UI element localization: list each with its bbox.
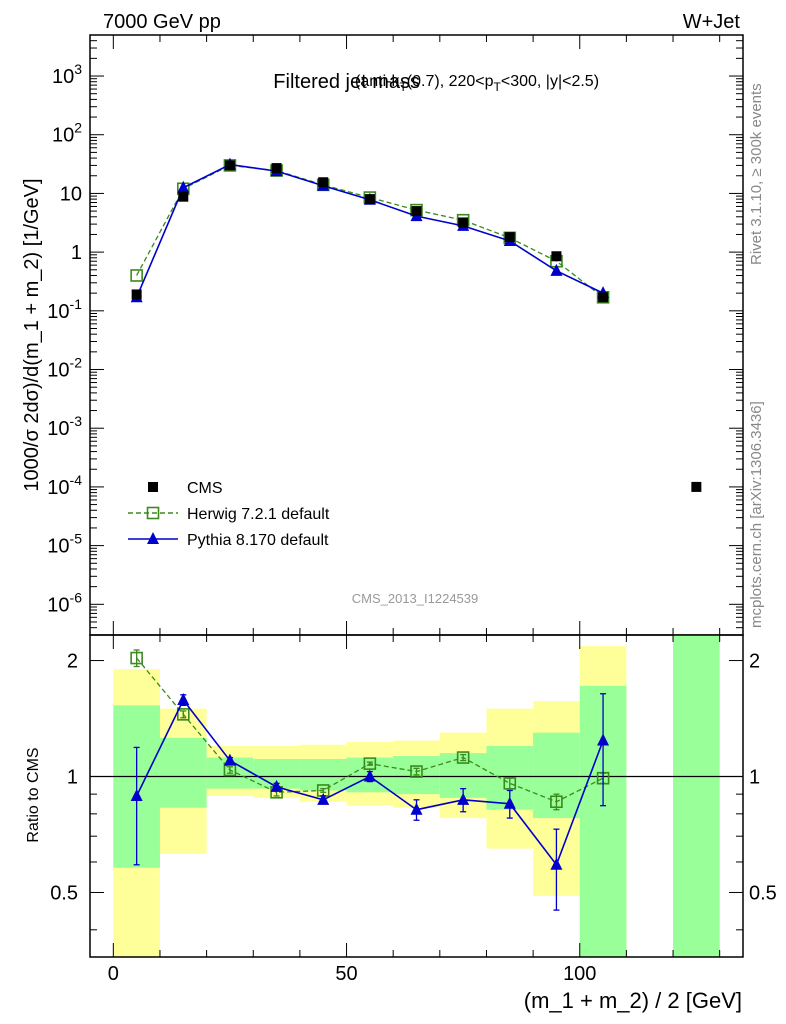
pythia-point (177, 180, 190, 193)
main-title-subtitle: (anti-kT(0.7), 220<pT<300, |y|<2.5) (355, 73, 599, 94)
herwig-point (130, 651, 143, 665)
subscript: T (399, 80, 407, 94)
ratio-y-tick-label-right: 0.5 (749, 882, 777, 904)
legend: CMS Herwig 7.2.1 default Pythia 8.170 defa… (128, 480, 330, 549)
pythia-point (147, 532, 159, 544)
pythia-point (177, 692, 190, 705)
ratio-y-tick-label-right: 2 (749, 651, 760, 673)
herwig-point (130, 269, 143, 282)
cms-data-point (318, 177, 329, 188)
y-tick-label: 10-2 (47, 355, 82, 382)
herwig-point (146, 506, 160, 520)
cms-data-point (458, 217, 469, 228)
mcplots-label: mcplots.cern.ch [arXiv:1306.3436] (748, 401, 765, 628)
herwig-line (136, 164, 604, 298)
x-tick-label: 50 (335, 963, 357, 985)
y-tick-label: 102 (52, 120, 82, 147)
cms-data-point (411, 206, 422, 217)
cms-data-point (148, 482, 158, 492)
y-tick-label: 10-4 (47, 472, 82, 499)
pythia-point (270, 779, 283, 792)
analysis-watermark: CMS_2013_I1224539 (352, 591, 479, 606)
cms-data-point (551, 251, 562, 262)
y-tick-label: 10-1 (47, 296, 82, 323)
y-tick-label: 10 (60, 183, 82, 205)
pythia-point (550, 857, 563, 870)
pythia-point (223, 753, 236, 766)
herwig-point (550, 795, 563, 809)
main-y-axis-label: 1000/σ 2dσ)/d(m_1 + m_2) [1/GeV] (21, 178, 43, 491)
y-tick-label: 103 (52, 61, 82, 88)
pythia-line (135, 163, 604, 298)
pythia-point (130, 789, 143, 802)
ratio-y-axis-label: Ratio to CMS (25, 747, 42, 842)
x-axis-label: (m_1 + m_2) / 2 [GeV] (524, 988, 742, 1013)
pythia-point (410, 802, 423, 815)
cms-data-point (271, 163, 282, 174)
cms-data-point (178, 191, 189, 202)
main-title: Filtered jet mass (273, 71, 420, 93)
herwig-point (363, 757, 377, 770)
ratio-y-tick-label-right: 1 (749, 767, 760, 789)
legend-label: Pythia 8.170 default (187, 532, 329, 549)
ratio-panel: 0.5 0.5 1 1 2 2 0 50 100 Ratio to CMS (m_1 + m_… (25, 634, 777, 1013)
y-tick-label: 10-6 (47, 589, 82, 616)
pythia-point (363, 769, 376, 782)
green-uncertainty-band (159, 737, 207, 808)
subscript: T (494, 80, 502, 94)
herwig-point (456, 751, 470, 764)
header-left: 7000 GeV pp (103, 11, 221, 33)
cms-data-point (131, 289, 142, 300)
herwig-point (410, 765, 423, 778)
cms-data-point (691, 481, 702, 492)
cms-data-point (364, 194, 375, 205)
cms-data-point (504, 232, 515, 243)
herwig-point (176, 708, 190, 721)
y-tick-label: 10-3 (47, 413, 82, 440)
pythia-point (597, 733, 610, 746)
green-uncertainty-band (673, 635, 720, 957)
pythia-point (317, 792, 330, 805)
ratio-panel-frame (89, 634, 744, 958)
ratio-y-tick-label: 0.5 (50, 882, 78, 904)
y-tick-label: 1 (71, 242, 82, 264)
main-panel: 10-6 10-5 10-4 10-3 10-2 10-1 1 10 102 103 Filter… (21, 34, 744, 636)
legend-label: Herwig 7.2.1 default (187, 506, 330, 523)
ratio-y-tick-label: 2 (67, 651, 78, 673)
cms-data-point (224, 160, 235, 171)
pythia-point (550, 263, 563, 276)
y-tick-label: 10-5 (47, 531, 82, 558)
ratio-y-tick-label: 1 (67, 767, 78, 789)
x-tick-label: 0 (108, 963, 119, 985)
herwig-point (503, 777, 517, 790)
pythia-point (457, 792, 470, 805)
cms-data-point (598, 292, 609, 303)
rivet-version-label: Rivet 3.1.10, ≥ 300k events (748, 83, 765, 265)
pythia-point (503, 796, 516, 809)
legend-label: CMS (187, 480, 223, 497)
header-right: W+Jet (683, 11, 741, 33)
x-tick-label: 100 (563, 963, 596, 985)
